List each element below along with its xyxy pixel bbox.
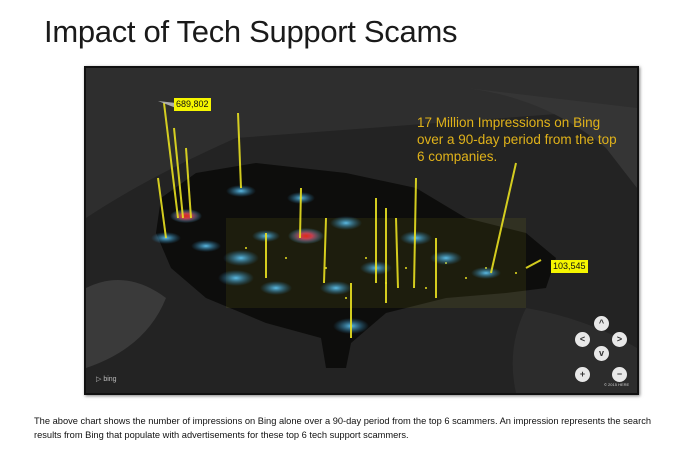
pan-left-button[interactable]: <	[575, 332, 590, 347]
callout-peak-value: 689,802	[174, 98, 211, 111]
map-headline: 17 Million Impressions on Bing over a 90…	[417, 115, 617, 164]
map-view[interactable]: 689,802 103,545 17 Million Impressions o…	[84, 66, 639, 395]
pan-up-button[interactable]: ^	[594, 316, 609, 331]
zoom-in-button[interactable]: +	[575, 367, 590, 382]
chart-caption: The above chart shows the number of impr…	[34, 416, 652, 440]
map-copyright: © 2015 HERE	[604, 382, 630, 387]
pan-down-button[interactable]: v	[594, 346, 609, 361]
bing-logo-icon: ▷	[96, 376, 104, 383]
map-graphic	[86, 68, 637, 393]
bing-logo: ▷ bing	[96, 376, 117, 383]
pan-right-button[interactable]: >	[612, 332, 627, 347]
zoom-out-button[interactable]: −	[612, 367, 627, 382]
callout-east-value: 103,545	[551, 260, 588, 273]
page-title: Impact of Tech Support Scams	[44, 14, 458, 49]
